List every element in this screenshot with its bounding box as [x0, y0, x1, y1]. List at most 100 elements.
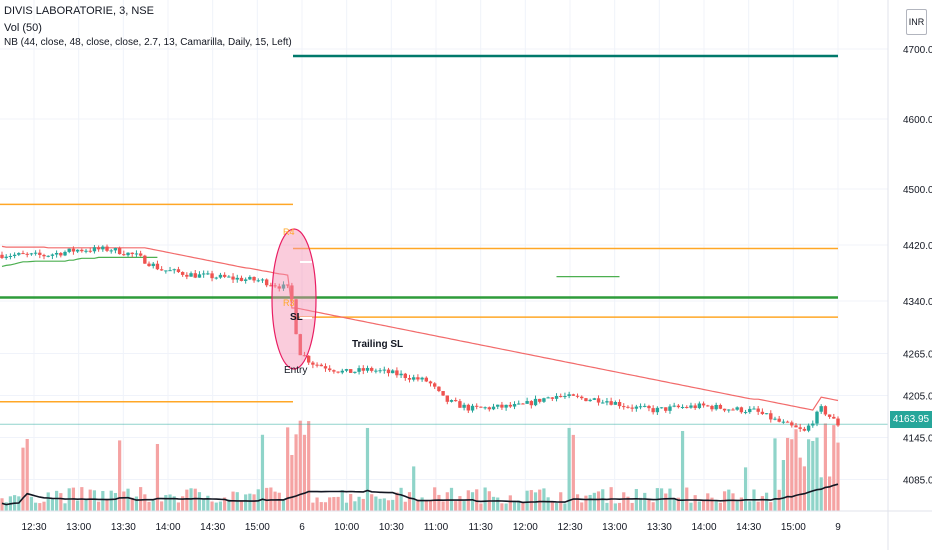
volume-bar — [248, 493, 252, 511]
volume-bar — [764, 492, 769, 511]
candle-body — [769, 413, 773, 420]
candle-body — [424, 377, 429, 382]
volume-bar — [76, 500, 80, 511]
candle-body — [218, 274, 223, 278]
candle-body — [361, 368, 365, 371]
volume-bar — [596, 491, 601, 511]
candle-body — [306, 355, 311, 363]
volume-bar — [412, 466, 416, 511]
currency-badge[interactable]: INR — [906, 9, 927, 35]
candle-body — [42, 254, 46, 257]
volume-bar — [382, 498, 386, 511]
candle-body — [407, 378, 412, 380]
chart-title-legend[interactable]: DIVIS LABORATORIE, 3, NSE — [4, 5, 154, 17]
candle — [475, 403, 479, 410]
candle-body — [630, 407, 634, 409]
candle — [680, 404, 685, 409]
candle — [319, 363, 323, 367]
volume-bar — [332, 497, 336, 511]
volume-bar — [458, 496, 462, 511]
candle-body — [798, 427, 802, 429]
volume-bar — [265, 487, 269, 511]
volume-bar — [105, 498, 109, 511]
candle — [4, 254, 8, 260]
volume-bar — [302, 434, 307, 511]
candle-body — [584, 398, 588, 402]
x-tick-label: 13:00 — [602, 522, 627, 533]
volume-legend[interactable]: Vol (50) — [4, 22, 42, 34]
trailing-sl-label: Trailing SL — [352, 339, 403, 350]
candle — [374, 368, 378, 374]
candle-body — [596, 398, 601, 403]
indicator-legend[interactable]: NB (44, close, 48, close, close, 2.7, 13… — [4, 37, 292, 48]
candle-body — [33, 252, 38, 254]
volume-bar — [588, 494, 592, 511]
candle-body — [563, 396, 567, 398]
candle-body — [201, 273, 206, 275]
candle — [71, 246, 76, 255]
volume-bar — [59, 493, 63, 511]
candle-body — [101, 246, 105, 250]
candle-body — [176, 269, 181, 273]
candle — [546, 396, 550, 399]
candle — [63, 250, 67, 257]
candle-body — [59, 252, 63, 256]
volume-bar — [525, 490, 529, 511]
volume-bar — [113, 492, 118, 511]
candle-body — [462, 404, 466, 408]
candle — [638, 403, 643, 410]
candle — [50, 253, 55, 260]
candle-body — [336, 371, 340, 373]
volume-bar — [647, 498, 651, 511]
candle-body — [466, 404, 471, 411]
y-tick-label: 4145.00 — [903, 434, 932, 445]
volume-bar — [815, 437, 819, 511]
candle-body — [130, 252, 134, 255]
candle-body — [17, 253, 21, 255]
candle-body — [395, 370, 399, 376]
volume-bar — [193, 488, 197, 511]
candle-body — [399, 373, 403, 376]
candle-body — [811, 423, 815, 426]
candle-body — [12, 254, 17, 257]
volume-bar — [42, 501, 46, 511]
x-tick-label: 6 — [299, 522, 305, 533]
candle — [302, 351, 307, 357]
candle-body — [298, 334, 302, 356]
candle-body — [672, 405, 676, 407]
candle — [592, 397, 597, 401]
candle — [369, 366, 374, 373]
candle-body — [403, 373, 407, 379]
candle — [54, 250, 59, 258]
volume-bar — [626, 496, 630, 511]
candle-body — [84, 250, 88, 252]
volume-bar — [374, 496, 378, 511]
candle-body — [189, 273, 193, 277]
candle — [563, 392, 567, 399]
candle — [365, 365, 370, 373]
candle-body — [504, 404, 508, 408]
candle-body — [4, 256, 8, 258]
candle-body — [290, 285, 294, 300]
candle — [193, 269, 197, 279]
candle-body — [676, 405, 681, 408]
candle — [584, 397, 588, 402]
x-tick-label: 10:00 — [334, 522, 359, 533]
volume-bar — [773, 438, 777, 511]
candle — [420, 376, 424, 382]
candle-body — [378, 370, 382, 372]
candle-body — [773, 418, 777, 420]
volume-bar — [701, 499, 706, 511]
candle — [361, 365, 365, 375]
volume-bar — [806, 439, 811, 511]
candle-body — [727, 409, 731, 411]
volume-ma-line — [1, 483, 839, 506]
candle-body — [273, 285, 277, 287]
candle — [155, 260, 160, 271]
candle-body — [206, 273, 210, 275]
candle — [596, 395, 601, 406]
volume-bar — [546, 497, 550, 511]
y-tick-label: 4205.00 — [903, 392, 932, 403]
candle-body — [718, 404, 723, 409]
